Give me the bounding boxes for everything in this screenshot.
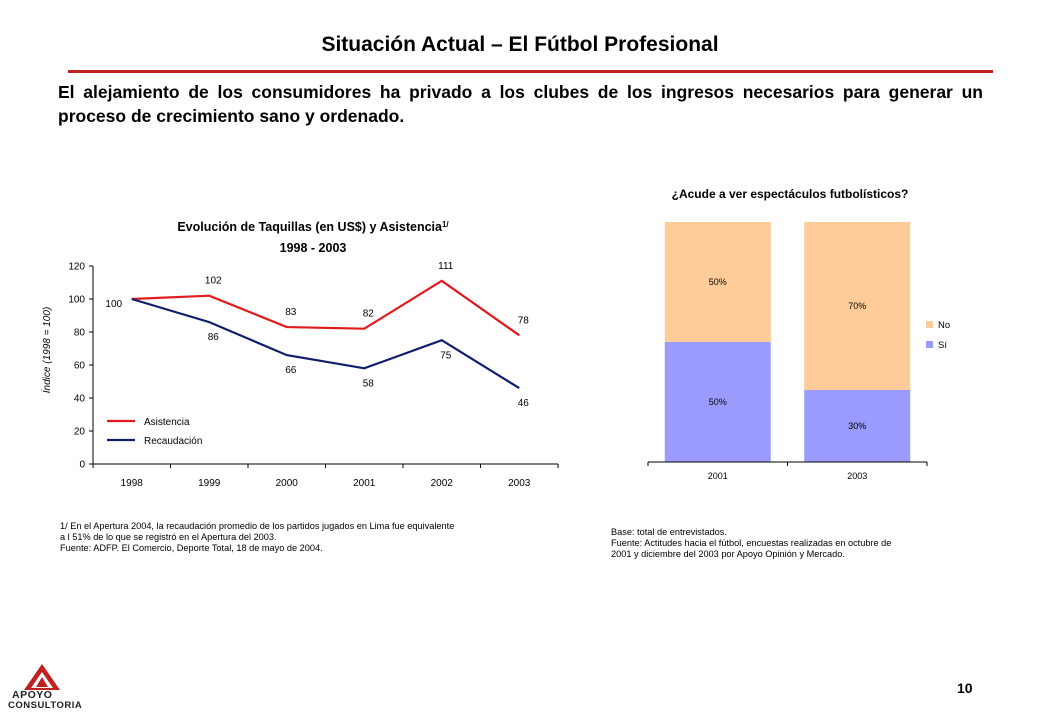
- bar-category-label: 2003: [847, 471, 867, 481]
- bar-data-label: 50%: [709, 397, 727, 407]
- bar-chart-footnote-line: Fuente: Actitudes hacia el fútbol, encue…: [611, 538, 892, 548]
- title-rule: [68, 70, 993, 73]
- data-label: 83: [285, 307, 297, 318]
- bar-no-2003: [804, 222, 911, 390]
- y-tick-label: 80: [74, 328, 86, 339]
- page-number: 10: [957, 680, 973, 696]
- y-tick-label: 100: [68, 295, 85, 306]
- y-tick-label: 120: [68, 262, 85, 273]
- data-label: 100: [105, 299, 122, 310]
- logo-line-2: CONSULTORIA: [8, 700, 83, 711]
- bar-chart-footnote: Base: total de entrevistados. Fuente: Ac…: [611, 527, 891, 560]
- bar-legend-swatch: [926, 321, 933, 328]
- bar-data-label: 30%: [848, 421, 866, 431]
- series-line-recaudacion: [131, 297, 520, 390]
- logo-line-1: APOYO: [12, 689, 53, 701]
- bar-no-2001: [664, 222, 771, 342]
- y-tick-label: 40: [74, 394, 86, 405]
- x-tick-label: 2000: [276, 478, 299, 489]
- data-label: 75: [440, 350, 452, 361]
- bar-chart-footnote-line: 2001 y diciembre del 2003 por Apoyo Opin…: [611, 549, 845, 559]
- data-label: 66: [285, 365, 297, 376]
- data-label: 82: [363, 309, 375, 320]
- line-chart-title: Evolución de Taquillas (en US$) y Asiste…: [177, 220, 443, 234]
- bar-data-label: 50%: [709, 277, 727, 287]
- line-chart-y-axis-label: Índice (1998 = 100): [40, 307, 53, 393]
- bar-legend-swatch: [926, 341, 933, 348]
- series-line-asistencia: [131, 279, 520, 337]
- data-label: 58: [363, 378, 375, 389]
- bar-legend-label: No: [938, 320, 950, 331]
- bar-chart-footnote-line: Base: total de entrevistados.: [611, 527, 727, 537]
- x-tick-label: 2001: [353, 478, 376, 489]
- bar-category-label: 2001: [708, 471, 728, 481]
- svg-text:Evolución de Taquillas (en US$: Evolución de Taquillas (en US$) y Asiste…: [177, 220, 449, 234]
- line-chart-subtitle: 1998 - 2003: [280, 241, 347, 255]
- legend-label: Asistencia: [144, 417, 190, 428]
- legend-label: Recaudación: [144, 436, 202, 447]
- y-tick-label: 60: [74, 361, 86, 372]
- line-chart-footnote: 1/ En el Apertura 2004, la recaudación p…: [60, 521, 454, 554]
- x-tick-label: 2003: [508, 478, 531, 489]
- data-label: 111: [438, 261, 454, 272]
- bar-chart-title: ¿Acude a ver espectáculos futbolísticos?: [672, 187, 909, 201]
- line-chart-footnote-line: Fuente: ADFP. El Comercio, Deporte Total…: [60, 543, 323, 553]
- line-chart-footnote-line: 1/ En el Apertura 2004, la recaudación p…: [60, 521, 455, 531]
- bar-data-label: 70%: [848, 301, 866, 311]
- x-tick-label: 1999: [198, 478, 221, 489]
- bar-chart: 50% 50% 2001 30% 70% 2003 No Sí: [647, 222, 950, 481]
- data-label: 46: [518, 398, 530, 409]
- y-tick-label: 0: [79, 460, 85, 471]
- line-chart-legend: [100, 408, 216, 450]
- bar-si-2001: [664, 342, 771, 462]
- line-chart-title-footnote-mark: 1/: [442, 220, 449, 229]
- line-chart: 0 20 40 60 80 100 120 1998 1999 2000 2001 2002 2003 1…: [68, 261, 559, 489]
- bar-legend-label: Sí: [938, 340, 947, 351]
- apoyo-logo: APOYO CONSULTORIA: [8, 662, 88, 714]
- bar-si-2003: [804, 390, 911, 462]
- x-tick-label: 1998: [121, 478, 144, 489]
- page-title: Situación Actual – El Fútbol Profesional: [321, 33, 719, 56]
- data-label: 78: [518, 315, 530, 326]
- y-tick-label: 20: [74, 427, 86, 438]
- page-subtitle: El alejamiento de los consumidores ha pr…: [58, 82, 983, 126]
- data-label: 102: [205, 276, 222, 287]
- line-chart-footnote-line: a l 51% de lo que se registró en el Aper…: [60, 532, 277, 542]
- x-tick-label: 2002: [431, 478, 454, 489]
- data-label: 86: [208, 332, 220, 343]
- apoyo-logo-icon: [24, 664, 60, 690]
